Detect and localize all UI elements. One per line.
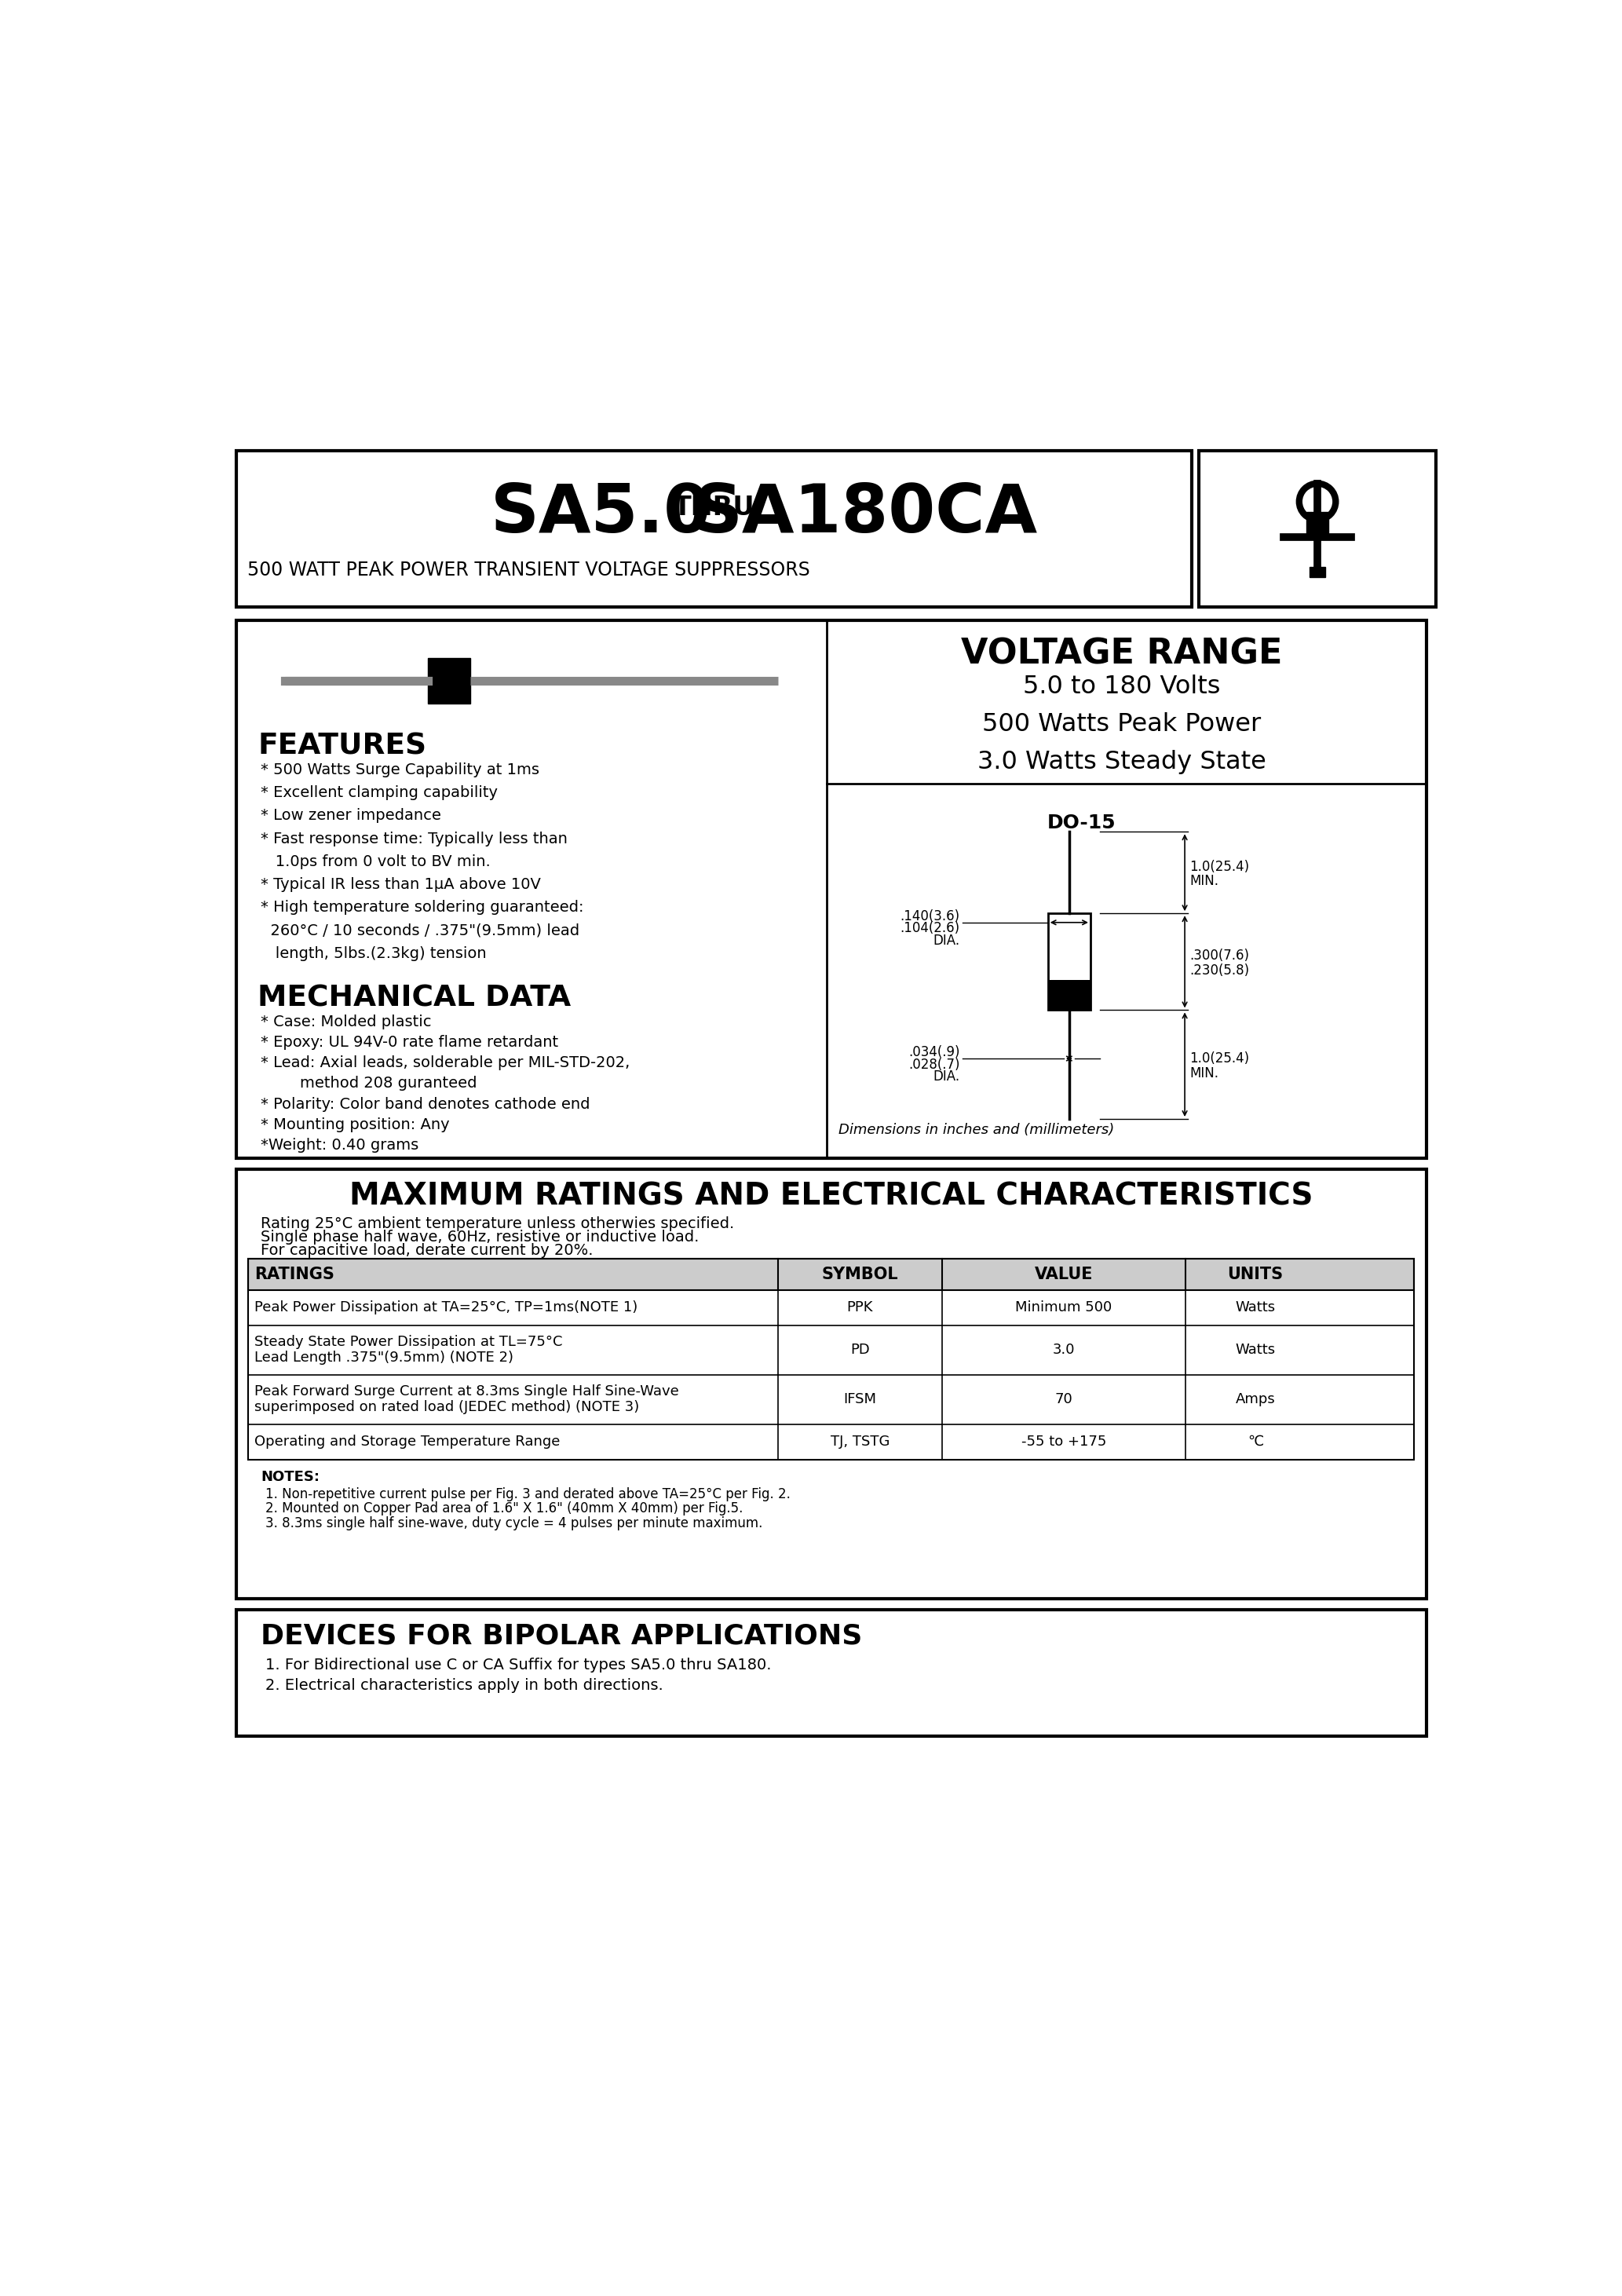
Text: THRU: THRU [673,494,754,521]
Text: Dimensions in inches and (millimeters): Dimensions in inches and (millimeters) [839,1123,1114,1137]
Text: Rating 25°C ambient temperature unless otherwies specified.: Rating 25°C ambient temperature unless o… [261,1217,735,1231]
Text: * Case: Molded plastic: * Case: Molded plastic [261,1015,431,1029]
Text: 3.0: 3.0 [1053,1343,1075,1357]
Text: method 208 guranteed: method 208 guranteed [261,1077,477,1091]
Text: 1. For Bidirectional use C or CA Suffix for types SA5.0 thru SA180.: 1. For Bidirectional use C or CA Suffix … [266,1658,772,1671]
Bar [428,657,470,703]
Text: 3.0 Watts Steady State: 3.0 Watts Steady State [978,748,1267,774]
Bar [1199,450,1435,606]
Text: Steady State Power Dissipation at TL=75°C: Steady State Power Dissipation at TL=75°… [255,1334,563,1350]
Text: DIA.: DIA. [933,1070,960,1084]
Bar [248,1258,1414,1290]
Text: 1.0(25.4): 1.0(25.4) [1189,1052,1249,1065]
Text: TJ, TSTG: TJ, TSTG [830,1435,889,1449]
Text: Single phase half wave, 60Hz, resistive or inductive load.: Single phase half wave, 60Hz, resistive … [261,1231,699,1244]
Text: * Low zener impedance: * Low zener impedance [261,808,441,822]
Text: 500 WATT PEAK POWER TRANSIENT VOLTAGE SUPPRESSORS: 500 WATT PEAK POWER TRANSIENT VOLTAGE SU… [247,560,809,579]
Text: .300(7.6): .300(7.6) [1189,948,1249,962]
Text: Amps: Amps [1236,1391,1275,1407]
Text: SA180CA: SA180CA [694,482,1038,546]
Text: DEVICES FOR BIPOLAR APPLICATIONS: DEVICES FOR BIPOLAR APPLICATIONS [261,1623,863,1649]
Text: 260°C / 10 seconds / .375"(9.5mm) lead: 260°C / 10 seconds / .375"(9.5mm) lead [261,923,579,939]
Bar [1048,914,1090,1010]
Text: SA5.0: SA5.0 [491,482,712,546]
Text: Peak Forward Surge Current at 8.3ms Single Half Sine-Wave: Peak Forward Surge Current at 8.3ms Sing… [255,1384,680,1398]
Text: * Polarity: Color band denotes cathode end: * Polarity: Color band denotes cathode e… [261,1097,590,1111]
Text: * Mounting position: Any: * Mounting position: Any [261,1118,449,1132]
Text: * Epoxy: UL 94V-0 rate flame retardant: * Epoxy: UL 94V-0 rate flame retardant [261,1035,558,1049]
Text: RATINGS: RATINGS [255,1267,334,1281]
Text: -55 to +175: -55 to +175 [1022,1435,1106,1449]
Text: superimposed on rated load (JEDEC method) (NOTE 3): superimposed on rated load (JEDEC method… [255,1401,639,1414]
Text: PPK: PPK [847,1300,873,1316]
Text: 1.0ps from 0 volt to BV min.: 1.0ps from 0 volt to BV min. [261,854,490,870]
Bar [1306,512,1328,535]
Text: .140(3.6): .140(3.6) [900,909,960,923]
Text: SYMBOL: SYMBOL [822,1267,899,1281]
Text: * Excellent clamping capability: * Excellent clamping capability [261,785,498,799]
Text: PD: PD [850,1343,869,1357]
Text: Minimum 500: Minimum 500 [1015,1300,1113,1316]
Text: FEATURES: FEATURES [258,732,427,760]
Text: .028(.7): .028(.7) [908,1058,960,1072]
Bar [237,1169,1426,1598]
Text: * 500 Watts Surge Capability at 1ms: * 500 Watts Surge Capability at 1ms [261,762,539,776]
Text: .230(5.8): .230(5.8) [1189,962,1249,978]
Text: *Weight: 0.40 grams: *Weight: 0.40 grams [261,1139,418,1153]
Text: ℃: ℃ [1247,1435,1264,1449]
Text: VOLTAGE RANGE: VOLTAGE RANGE [962,636,1283,670]
Text: 1.0(25.4): 1.0(25.4) [1189,859,1249,872]
Text: MIN.: MIN. [1189,1065,1218,1079]
Text: 3. 8.3ms single half sine-wave, duty cycle = 4 pulses per minute maximum.: 3. 8.3ms single half sine-wave, duty cyc… [266,1515,762,1531]
Text: * Lead: Axial leads, solderable per MIL-STD-202,: * Lead: Axial leads, solderable per MIL-… [261,1056,629,1070]
Text: IFSM: IFSM [843,1391,876,1407]
Text: MIN.: MIN. [1189,875,1218,889]
Text: Watts: Watts [1236,1300,1275,1316]
Text: * Typical IR less than 1μA above 10V: * Typical IR less than 1μA above 10V [261,877,540,893]
Text: For capacitive load, derate current by 20%.: For capacitive load, derate current by 2… [261,1242,594,1258]
Bar [1309,567,1325,576]
Text: 2. Electrical characteristics apply in both directions.: 2. Electrical characteristics apply in b… [266,1678,663,1692]
Text: * Fast response time: Typically less than: * Fast response time: Typically less tha… [261,831,568,847]
Text: 1. Non-repetitive current pulse per Fig. 3 and derated above TA=25°C per Fig. 2.: 1. Non-repetitive current pulse per Fig.… [266,1488,790,1502]
Text: MECHANICAL DATA: MECHANICAL DATA [258,985,571,1013]
Text: NOTES:: NOTES: [261,1469,320,1486]
Text: 2. Mounted on Copper Pad area of 1.6" X 1.6" (40mm X 40mm) per Fig.5.: 2. Mounted on Copper Pad area of 1.6" X … [266,1502,743,1515]
Bar [237,1609,1426,1736]
Text: Lead Length .375"(9.5mm) (NOTE 2): Lead Length .375"(9.5mm) (NOTE 2) [255,1350,514,1364]
Text: Operating and Storage Temperature Range: Operating and Storage Temperature Range [255,1435,560,1449]
Text: 5.0 to 180 Volts: 5.0 to 180 Volts [1023,675,1220,698]
Text: MAXIMUM RATINGS AND ELECTRICAL CHARACTERISTICS: MAXIMUM RATINGS AND ELECTRICAL CHARACTER… [349,1180,1314,1210]
Text: Peak Power Dissipation at TA=25°C, TP=1ms(NOTE 1): Peak Power Dissipation at TA=25°C, TP=1m… [255,1300,637,1316]
Text: VALUE: VALUE [1035,1267,1093,1281]
Text: 500 Watts Peak Power: 500 Watts Peak Power [983,712,1262,737]
Text: UNITS: UNITS [1228,1267,1283,1281]
Bar [237,450,1192,606]
Bar [248,1258,1414,1460]
Text: .104(2.6): .104(2.6) [900,921,960,934]
Text: DO-15: DO-15 [1046,813,1116,833]
Bar [237,620,1426,1157]
Text: Watts: Watts [1236,1343,1275,1357]
Text: * High temperature soldering guaranteed:: * High temperature soldering guaranteed: [261,900,584,916]
Text: DIA.: DIA. [933,934,960,948]
Text: 70: 70 [1054,1391,1072,1407]
Text: .034(.9): .034(.9) [908,1045,960,1058]
Text: length, 5lbs.(2.3kg) tension: length, 5lbs.(2.3kg) tension [261,946,487,962]
Bar [1048,980,1090,1010]
